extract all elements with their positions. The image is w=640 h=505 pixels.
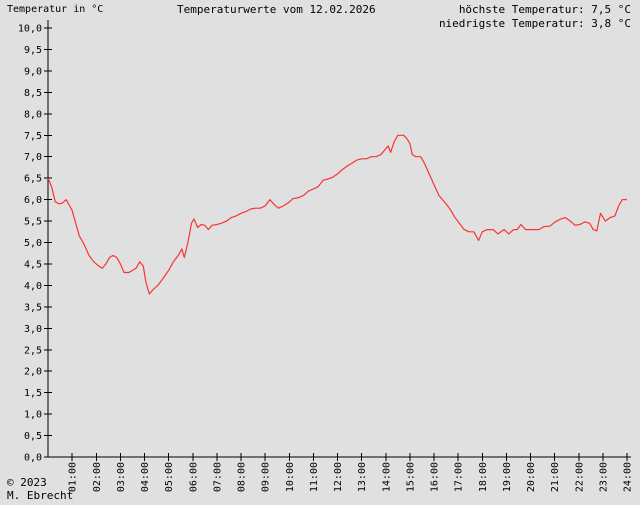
y-tick-label: 5,0: [24, 238, 42, 249]
chart-title: Temperaturwerte vom 12.02.2026: [177, 3, 376, 16]
y-tick-label: 10,0: [18, 24, 42, 35]
x-tick-label: 07:00: [212, 462, 223, 492]
y-tick-label: 0,0: [24, 453, 42, 464]
min-temperature-label: niedrigste Temperatur: 3,8 °C: [438, 17, 631, 30]
x-tick-label: 18:00: [478, 462, 489, 492]
y-tick-label: 2,0: [24, 367, 42, 378]
y-tick-label: 7,0: [24, 152, 42, 163]
y-tick-label: 4,0: [24, 281, 42, 292]
y-axis-unit-label: Temperatur in °C: [7, 4, 104, 15]
x-tick-label: 19:00: [502, 462, 513, 492]
author-label: M. Ebrecht: [7, 489, 74, 502]
x-tick-label: 04:00: [140, 462, 151, 492]
y-tick-label: 1,5: [24, 388, 42, 399]
y-tick-label: 2,5: [24, 345, 42, 356]
y-tick-label: 1,0: [24, 410, 42, 421]
y-tick-label: 0,5: [24, 431, 42, 442]
x-tick-label: 10:00: [285, 462, 296, 492]
x-tick-label: 03:00: [116, 462, 127, 492]
y-tick-label: 8,5: [24, 88, 42, 99]
max-temperature-label: höchste Temperatur: 7,5 °C: [458, 3, 631, 16]
y-tick-label: 5,5: [24, 217, 42, 228]
y-tick-label: 4,5: [24, 259, 42, 270]
x-tick-label: 09:00: [261, 462, 272, 492]
y-tick-label: 9,5: [24, 45, 42, 56]
y-tick-label: 6,0: [24, 195, 42, 206]
x-tick-label: 14:00: [381, 462, 392, 492]
x-tick-label: 17:00: [454, 462, 465, 492]
temperature-stats: höchste Temperatur: 7,5 °C niedrigste Te…: [439, 3, 631, 31]
temperature-line: [47, 134, 627, 295]
x-tick-label: 22:00: [574, 462, 585, 492]
y-tick-label: 9,0: [24, 66, 42, 77]
y-tick-label: 3,5: [24, 302, 42, 313]
x-tick-label: 20:00: [526, 462, 537, 492]
x-tick-label: 13:00: [357, 462, 368, 492]
y-tick-label: 7,5: [24, 131, 42, 142]
x-tick-label: 02:00: [92, 462, 103, 492]
y-tick-label: 6,5: [24, 174, 42, 185]
x-tick-label: 01:00: [68, 462, 79, 492]
x-tick-label: 05:00: [164, 462, 175, 492]
x-tick-label: 06:00: [188, 462, 199, 492]
x-tick-label: 15:00: [405, 462, 416, 492]
y-tick-label: 8,0: [24, 109, 42, 120]
x-tick-label: 12:00: [333, 462, 344, 492]
x-tick-label: 21:00: [550, 462, 561, 492]
x-tick-label: 11:00: [309, 462, 320, 492]
copyright-label: © 2023: [7, 476, 47, 489]
x-tick-label: 24:00: [623, 462, 634, 492]
x-tick-label: 16:00: [430, 462, 441, 492]
y-tick-label: 3,0: [24, 324, 42, 335]
x-tick-label: 08:00: [237, 462, 248, 492]
x-tick-label: 23:00: [598, 462, 609, 492]
